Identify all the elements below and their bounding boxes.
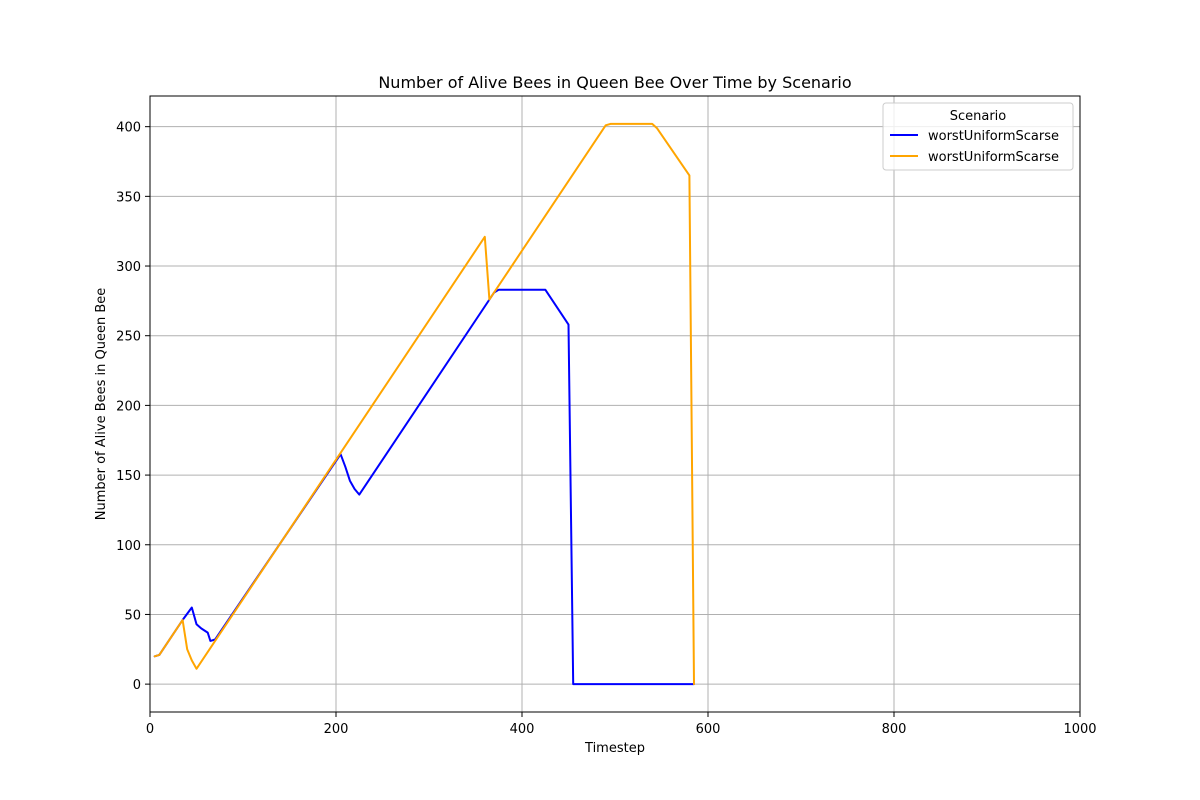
legend: Scenario worstUniformScarse worstUniform… [882, 102, 1074, 171]
y-tick-label: 150 [116, 469, 141, 484]
x-tick-label: 200 [324, 722, 349, 737]
chart-title: Number of Alive Bees in Queen Bee Over T… [378, 73, 851, 92]
legend-label-0: worstUniformScarse [928, 129, 1059, 144]
y-axis-label: Number of Alive Bees in Queen Bee [94, 288, 109, 521]
y-tick-label: 250 [116, 330, 141, 345]
x-axis-label: Timestep [584, 741, 645, 756]
grid [149, 96, 1081, 712]
y-tick-label: 0 [133, 678, 141, 693]
legend-label-1: worstUniformScarse [928, 150, 1059, 165]
x-tick-label: 1000 [1063, 722, 1096, 737]
series-line-0 [153, 288, 695, 686]
x-tick-label: 600 [696, 722, 721, 737]
y-tick-label: 350 [116, 190, 141, 205]
x-tick-label: 400 [510, 722, 535, 737]
series-line-1 [153, 122, 695, 686]
axis-ticks: 0 200 400 600 800 1000 0 50 100 150 200 250 300 350 40… [116, 121, 1096, 737]
legend-title: Scenario [950, 109, 1007, 124]
series-lines [153, 122, 695, 686]
y-tick-label: 400 [116, 121, 141, 136]
legend-box [882, 102, 1074, 171]
y-tick-label: 200 [116, 399, 141, 414]
plot-frame [149, 95, 1081, 713]
x-tick-label: 800 [882, 722, 907, 737]
x-tick-label: 0 [146, 722, 154, 737]
y-tick-label: 100 [116, 539, 141, 554]
y-tick-label: 50 [124, 608, 141, 623]
y-tick-label: 300 [116, 260, 141, 275]
